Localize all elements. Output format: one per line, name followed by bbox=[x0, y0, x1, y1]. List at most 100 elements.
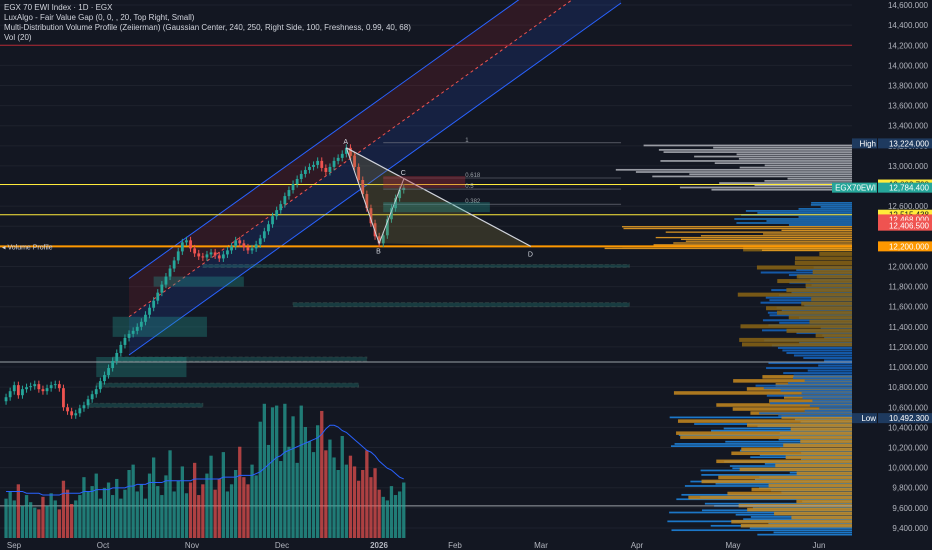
price-tag-box bbox=[878, 182, 932, 193]
volume-bar bbox=[242, 477, 246, 538]
candle-body bbox=[144, 314, 147, 322]
volume-profile-bar bbox=[760, 271, 852, 274]
price-tick-label: 11,800.000 bbox=[889, 283, 929, 292]
fvg-box bbox=[87, 402, 204, 408]
volume-profile-bar bbox=[773, 531, 852, 534]
candle-body bbox=[377, 236, 381, 244]
volume-bar bbox=[90, 486, 94, 538]
volume-bar bbox=[250, 464, 254, 538]
volume-profile-bar bbox=[786, 351, 852, 354]
volume-bar bbox=[402, 482, 406, 538]
time-tick-label: Dec bbox=[275, 541, 289, 550]
volume-profile-bar bbox=[762, 319, 852, 322]
candle-body bbox=[164, 276, 168, 285]
candle-body bbox=[180, 242, 184, 252]
time-tick-label: Jun bbox=[813, 541, 826, 550]
volume-profile-bar bbox=[794, 256, 852, 261]
volume-bar bbox=[94, 473, 98, 538]
volume-profile-bar bbox=[819, 251, 852, 256]
price-axis: 9,400.000 9,600.000 9,800.000 10,000.000 10,… bbox=[852, 0, 932, 550]
volume-bar bbox=[111, 495, 115, 538]
volume-bar bbox=[332, 457, 336, 538]
volume-bar bbox=[24, 495, 29, 538]
volume-bar bbox=[197, 495, 201, 538]
volume-bar bbox=[82, 477, 86, 538]
volume-profile-bar bbox=[731, 451, 852, 456]
volume-bar bbox=[176, 480, 180, 538]
candle-body bbox=[398, 190, 402, 199]
volume-profile-bar bbox=[747, 423, 852, 427]
volume-bar bbox=[131, 464, 135, 538]
legend-volume: Vol (20) bbox=[4, 33, 32, 42]
volume-bar bbox=[369, 477, 373, 538]
volume-bar bbox=[45, 505, 49, 538]
volume-profile-bar bbox=[733, 379, 852, 383]
volume-profile-bar bbox=[805, 283, 852, 288]
volume-bar bbox=[291, 416, 295, 538]
candle-body bbox=[29, 386, 33, 388]
volume-profile-bar bbox=[766, 220, 852, 222]
volume-profile-bar bbox=[694, 155, 852, 158]
volume-profile-bar bbox=[740, 523, 852, 528]
candle-body bbox=[324, 167, 328, 172]
volume-bars bbox=[4, 403, 406, 538]
candle-body bbox=[111, 361, 115, 369]
candle-body bbox=[221, 254, 225, 259]
volume-profile-bar bbox=[783, 395, 852, 399]
volume-profile-bar bbox=[802, 397, 852, 400]
volume-bar bbox=[172, 491, 176, 538]
volume-profile-bar bbox=[604, 247, 852, 250]
volume-profile-bar bbox=[731, 519, 852, 524]
volume-bar bbox=[168, 450, 172, 538]
candle-body bbox=[299, 173, 303, 179]
volume-profile-bar bbox=[796, 471, 852, 476]
volume-bar bbox=[279, 461, 283, 538]
price-tick-label: 14,400.000 bbox=[888, 21, 929, 30]
volume-bar bbox=[225, 491, 230, 538]
volume-profile-bar bbox=[788, 224, 852, 226]
volume-profile-bar bbox=[793, 374, 852, 377]
volume-profile-bar bbox=[768, 522, 852, 525]
candle-body bbox=[57, 384, 61, 389]
volume-profile-bar bbox=[777, 346, 852, 349]
volume-profile-bar bbox=[796, 274, 852, 279]
volume-profile-bar bbox=[800, 439, 852, 443]
price-tag-box bbox=[878, 241, 932, 252]
volume-profile-bar bbox=[815, 333, 852, 338]
volume-bar bbox=[49, 493, 53, 538]
volume-bar bbox=[221, 452, 225, 538]
volume-profile-bar bbox=[754, 184, 852, 187]
price-tags: 13,224.000High12,803.79812,784.400EGX70E… bbox=[832, 138, 932, 424]
candle-body bbox=[238, 240, 242, 244]
candle-body bbox=[250, 248, 254, 251]
candle-body bbox=[357, 166, 361, 181]
volume-profile-bar bbox=[740, 324, 852, 329]
candle-body bbox=[258, 238, 262, 245]
candle-body bbox=[8, 391, 12, 398]
volume-bar bbox=[234, 470, 238, 538]
candle-body bbox=[283, 196, 287, 205]
volume-profile-bar bbox=[794, 260, 852, 265]
volume-profile-bar bbox=[685, 240, 852, 242]
volume-profile-bar bbox=[754, 478, 852, 481]
volume-bar bbox=[57, 509, 61, 538]
volume-bar bbox=[365, 450, 369, 538]
volume-bar bbox=[283, 403, 287, 538]
candle-body bbox=[139, 321, 143, 327]
volume-profile-bar bbox=[665, 231, 852, 233]
volume-bar bbox=[320, 410, 324, 538]
volume-bar bbox=[29, 502, 33, 538]
volume-bar bbox=[53, 500, 57, 538]
candle-body bbox=[189, 240, 192, 249]
volume-profile-bar bbox=[736, 153, 852, 156]
volume-bar bbox=[12, 500, 16, 538]
volume-profile-bar bbox=[727, 491, 852, 496]
volume-bar bbox=[86, 491, 90, 538]
volume-bar bbox=[340, 436, 344, 538]
volume-profile-bar bbox=[756, 265, 852, 270]
volume-profile-bar bbox=[671, 529, 852, 532]
candle-body bbox=[78, 408, 82, 414]
candle-body bbox=[394, 198, 397, 209]
fib-zone bbox=[383, 175, 466, 189]
